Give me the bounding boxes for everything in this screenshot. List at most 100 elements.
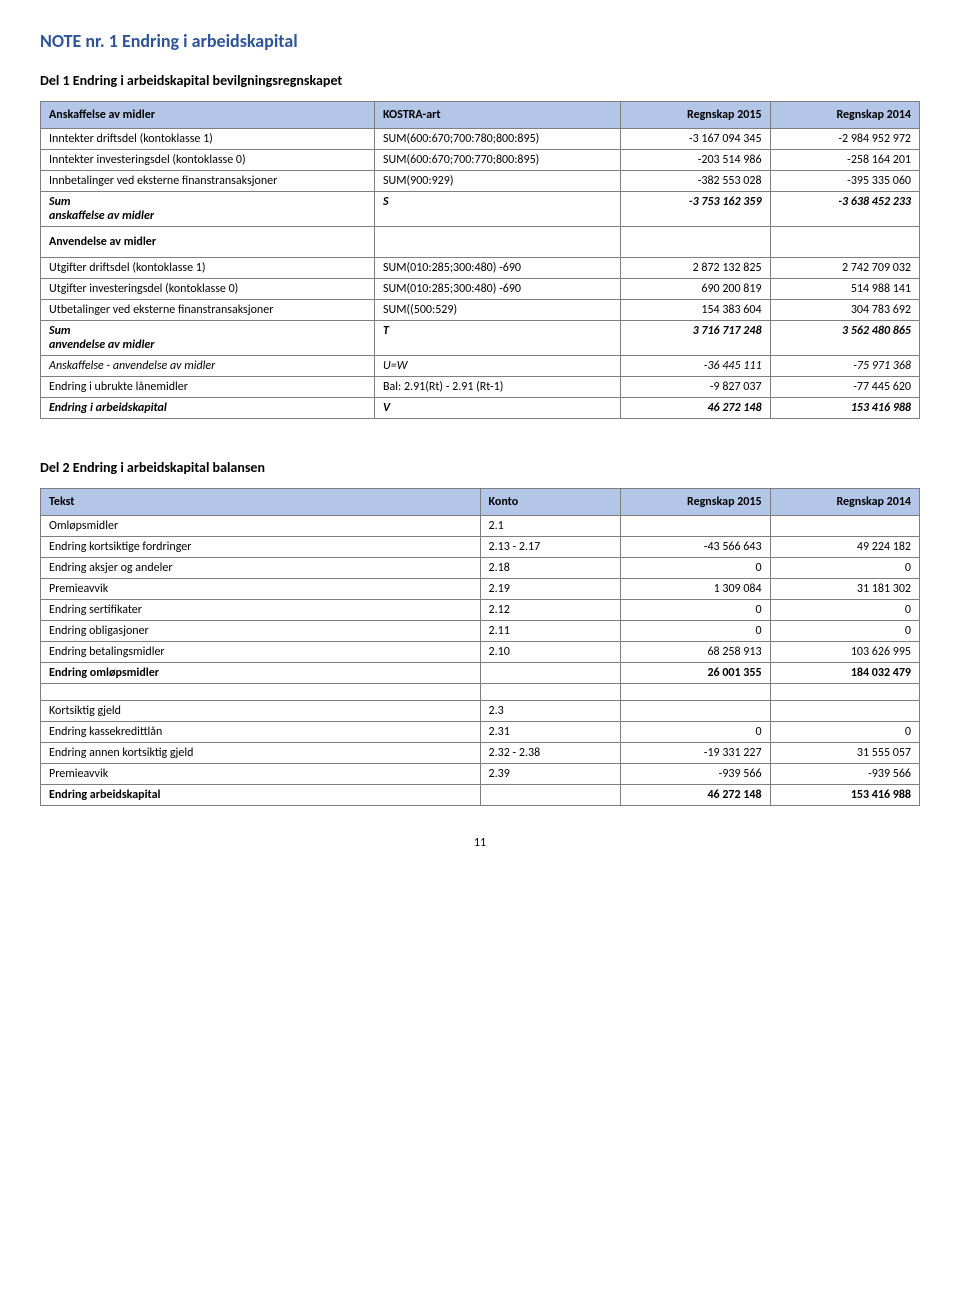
row-konto: 2.10	[480, 642, 621, 663]
col-kostra: KOSTRA-art	[375, 102, 621, 129]
row-v1	[621, 701, 770, 722]
row-v1: 46 272 148	[621, 785, 770, 806]
row-label: Endring obligasjoner	[41, 621, 481, 642]
del1-heading: Del 1 Endring i arbeidskapital bevilgnin…	[40, 72, 920, 89]
row-label: Omløpsmidler	[41, 516, 481, 537]
table-row-total: Endring arbeidskapital 46 272 148 153 41…	[41, 785, 920, 806]
table-row-sum: Sumanvendelse av midler T 3 716 717 248 …	[41, 321, 920, 356]
page-number: 11	[40, 836, 920, 850]
anvendelse-heading-row: Anvendelse av midler	[41, 227, 920, 258]
row-label: Endring kassekredittlån	[41, 722, 481, 743]
row-label: Endring i ubrukte lånemidler	[41, 377, 375, 398]
row-kostra: Bal: 2.91(Rt) - 2.91 (Rt-1)	[375, 377, 621, 398]
table-row: Endring annen kortsiktig gjeld 2.32 - 2.…	[41, 743, 920, 764]
row-v1: 68 258 913	[621, 642, 770, 663]
row-label: Endring betalingsmidler	[41, 642, 481, 663]
row-label: Utgifter investeringsdel (kontoklasse 0)	[41, 279, 375, 300]
table-row: Omløpsmidler 2.1	[41, 516, 920, 537]
table-row-total: Endring i arbeidskapital V 46 272 148 15…	[41, 398, 920, 419]
row-v1: -3 753 162 359	[621, 192, 770, 227]
row-v2: 2 742 709 032	[770, 258, 919, 279]
row-v1: 154 383 604	[621, 300, 770, 321]
table-row: Endring obligasjoner 2.11 0 0	[41, 621, 920, 642]
row-kostra: T	[375, 321, 621, 356]
row-v1: 0	[621, 558, 770, 579]
row-v2: 153 416 988	[770, 398, 919, 419]
row-label: Endring arbeidskapital	[41, 785, 481, 806]
row-v2: 103 626 995	[770, 642, 919, 663]
table-row: Utgifter driftsdel (kontoklasse 1) SUM(0…	[41, 258, 920, 279]
table-row: Anskaffelse - anvendelse av midler U=W -…	[41, 356, 920, 377]
row-v2: 0	[770, 722, 919, 743]
row-v2: 0	[770, 558, 919, 579]
row-label: Inntekter investeringsdel (kontoklasse 0…	[41, 150, 375, 171]
row-label: Endring i arbeidskapital	[41, 398, 375, 419]
table-row: Endring sertifikater 2.12 0 0	[41, 600, 920, 621]
row-label: Sumanskaffelse av midler	[41, 192, 375, 227]
row-konto: 2.31	[480, 722, 621, 743]
row-v2: 49 224 182	[770, 537, 919, 558]
row-label: Premieavvik	[41, 579, 481, 600]
col-anskaffelse: Anskaffelse av midler	[41, 102, 375, 129]
row-konto: 2.13 - 2.17	[480, 537, 621, 558]
row-kostra: SUM((500:529)	[375, 300, 621, 321]
table-row: Inntekter investeringsdel (kontoklasse 0…	[41, 150, 920, 171]
row-v1: 0	[621, 722, 770, 743]
table-row: Endring kassekredittlån 2.31 0 0	[41, 722, 920, 743]
row-kostra: SUM(600:670;700:770;800:895)	[375, 150, 621, 171]
row-konto: 2.39	[480, 764, 621, 785]
row-v2: 514 988 141	[770, 279, 919, 300]
row-v1: -36 445 111	[621, 356, 770, 377]
row-label: Anskaffelse - anvendelse av midler	[41, 356, 375, 377]
row-v2: 31 181 302	[770, 579, 919, 600]
row-v1	[621, 516, 770, 537]
row-v2: -3 638 452 233	[770, 192, 919, 227]
spacer-row	[41, 684, 920, 701]
row-v2: -75 971 368	[770, 356, 919, 377]
row-konto: 2.32 - 2.38	[480, 743, 621, 764]
table-row-subtotal: Endring omløpsmidler 26 001 355 184 032 …	[41, 663, 920, 684]
row-kostra: V	[375, 398, 621, 419]
row-kostra: SUM(600:670;700:780;800:895)	[375, 129, 621, 150]
row-label: Endring annen kortsiktig gjeld	[41, 743, 481, 764]
row-kostra: SUM(010:285;300:480) -690	[375, 258, 621, 279]
row-label: Premieavvik	[41, 764, 481, 785]
table-row: Utgifter investeringsdel (kontoklasse 0)…	[41, 279, 920, 300]
row-v2: -2 984 952 972	[770, 129, 919, 150]
row-v1: -9 827 037	[621, 377, 770, 398]
row-v1: 3 716 717 248	[621, 321, 770, 356]
row-v2: -77 445 620	[770, 377, 919, 398]
row-v1: 0	[621, 621, 770, 642]
row-v1: -3 167 094 345	[621, 129, 770, 150]
page-title: NOTE nr. 1 Endring i arbeidskapital	[40, 30, 920, 52]
table-row-sum: Sumanskaffelse av midler S -3 753 162 35…	[41, 192, 920, 227]
row-kostra: S	[375, 192, 621, 227]
row-label: Endring sertifikater	[41, 600, 481, 621]
row-label: Utgifter driftsdel (kontoklasse 1)	[41, 258, 375, 279]
col-regnskap2014: Regnskap 2014	[770, 489, 919, 516]
row-label: Utbetalinger ved eksterne finanstransaks…	[41, 300, 375, 321]
row-v1: 0	[621, 600, 770, 621]
table-row: Endring aksjer og andeler 2.18 0 0	[41, 558, 920, 579]
row-v1: 26 001 355	[621, 663, 770, 684]
table-row: Endring kortsiktige fordringer 2.13 - 2.…	[41, 537, 920, 558]
row-v2: -395 335 060	[770, 171, 919, 192]
row-kostra: SUM(010:285;300:480) -690	[375, 279, 621, 300]
row-konto: 2.3	[480, 701, 621, 722]
del2-table: Tekst Konto Regnskap 2015 Regnskap 2014 …	[40, 488, 920, 806]
row-v1: 46 272 148	[621, 398, 770, 419]
row-v1: -19 331 227	[621, 743, 770, 764]
row-v2: 3 562 480 865	[770, 321, 919, 356]
row-konto: 2.19	[480, 579, 621, 600]
row-label: Endring kortsiktige fordringer	[41, 537, 481, 558]
col-konto: Konto	[480, 489, 621, 516]
anvendelse-label: Anvendelse av midler	[41, 227, 375, 258]
row-kostra: U=W	[375, 356, 621, 377]
row-label: Sumanvendelse av midler	[41, 321, 375, 356]
row-v1: -203 514 986	[621, 150, 770, 171]
row-kostra: SUM(900:929)	[375, 171, 621, 192]
table-row: Innbetalinger ved eksterne finanstransak…	[41, 171, 920, 192]
row-konto: 2.18	[480, 558, 621, 579]
row-v2: 304 783 692	[770, 300, 919, 321]
table-header-row: Anskaffelse av midler KOSTRA-art Regnska…	[41, 102, 920, 129]
